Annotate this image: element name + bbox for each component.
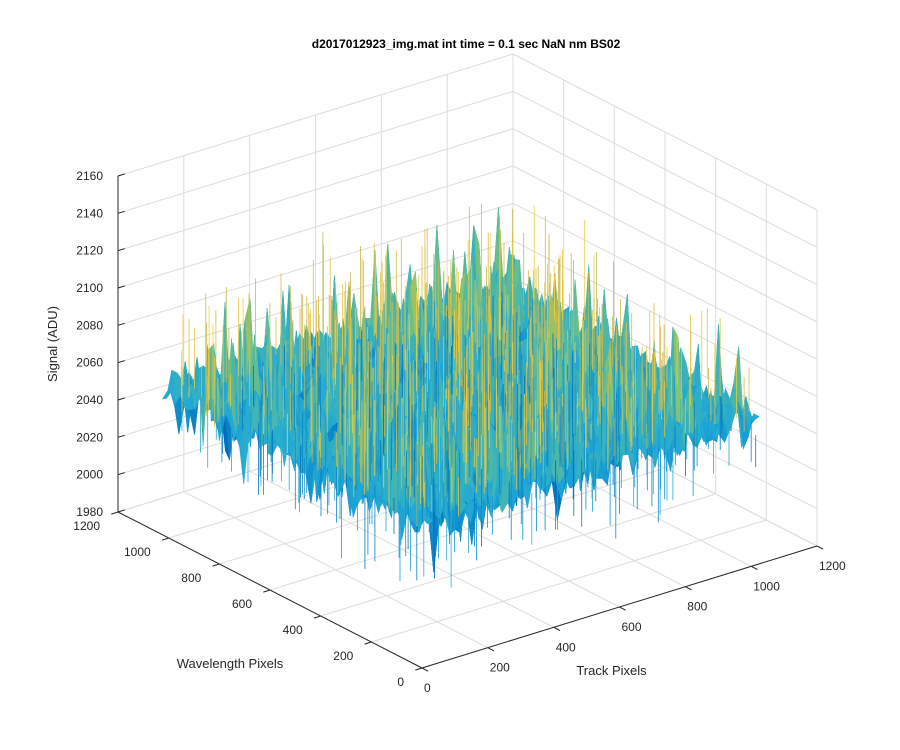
grid-line (117, 90, 514, 214)
grid-line (512, 202, 818, 360)
grid-line (512, 165, 818, 323)
grid-line (512, 128, 818, 286)
grid-line (117, 240, 514, 364)
surface-mesh (161, 203, 760, 588)
grid-line (512, 53, 818, 211)
grid-line (320, 493, 716, 617)
grid-line (512, 240, 818, 398)
grid-line (371, 519, 767, 643)
grid-line (117, 202, 514, 326)
grid-line (117, 53, 514, 177)
grid-line (269, 467, 666, 591)
grid-line (512, 277, 818, 435)
grid-line (512, 90, 818, 248)
grid-line (117, 128, 514, 252)
grid-line (117, 165, 514, 289)
